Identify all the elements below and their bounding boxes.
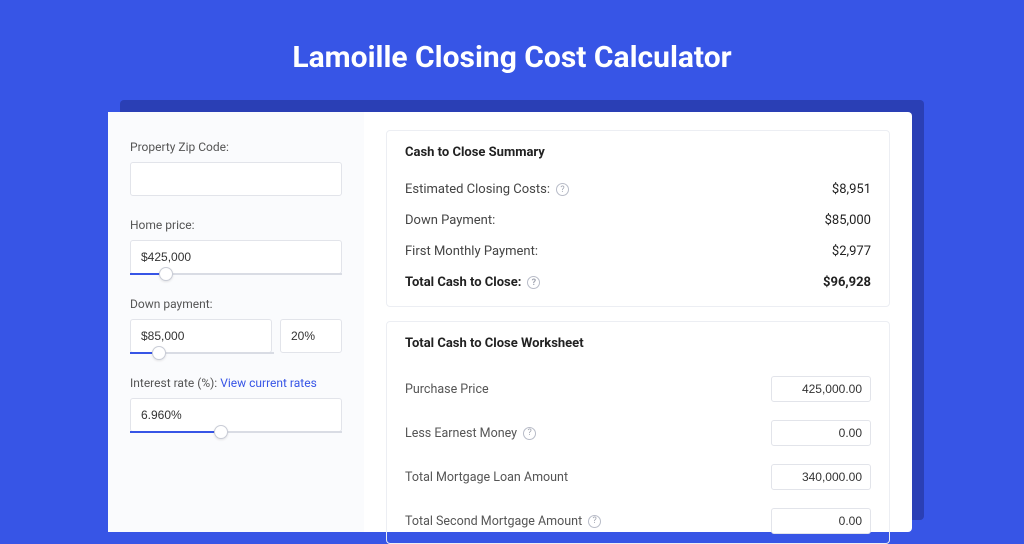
page-title: Lamoille Closing Cost Calculator [0,0,1024,99]
worksheet-title: Total Cash to Close Worksheet [405,336,871,351]
home-price-label: Home price: [130,218,342,232]
help-icon[interactable]: ? [527,276,540,289]
worksheet-row-label: Total Mortgage Loan Amount [405,470,568,485]
view-rates-link[interactable]: View current rates [220,376,317,390]
down-payment-input[interactable] [130,319,272,353]
worksheet-row-label: Total Second Mortgage Amount [405,514,582,529]
worksheet-row-label: Less Earnest Money [405,426,517,441]
help-icon[interactable]: ? [588,515,601,528]
home-price-slider-thumb[interactable] [159,267,173,281]
interest-rate-input[interactable] [130,398,342,432]
summary-title: Cash to Close Summary [405,145,871,160]
interest-rate-label: Interest rate (%): View current rates [130,376,342,390]
interest-rate-slider-thumb[interactable] [214,425,228,439]
worksheet-row-earnest-money: Less Earnest Money ? [405,411,871,455]
worksheet-row-mortgage-amount: Total Mortgage Loan Amount [405,455,871,499]
zip-field-group: Property Zip Code: [130,140,342,196]
worksheet: Total Cash to Close Worksheet Purchase P… [386,321,890,544]
down-payment-slider-thumb[interactable] [152,346,166,360]
worksheet-row-purchase-price: Purchase Price [405,367,871,411]
summary-total-label: Total Cash to Close: [405,275,521,290]
results-panel: Cash to Close Summary Estimated Closing … [364,112,912,532]
interest-rate-label-text: Interest rate (%): [130,376,217,390]
summary-total-value: $96,928 [823,275,871,290]
help-icon[interactable]: ? [556,183,569,196]
summary-row-label: Down Payment: [405,213,495,228]
home-price-field-group: Home price: [130,218,342,275]
summary-row-value: $8,951 [832,182,871,197]
summary-row-closing-costs: Estimated Closing Costs: ? $8,951 [405,174,871,205]
worksheet-value-input[interactable] [771,464,871,490]
worksheet-row-second-mortgage: Total Second Mortgage Amount ? [405,499,871,543]
calculator-card: Property Zip Code: Home price: Down paym… [108,112,912,532]
zip-label: Property Zip Code: [130,140,342,154]
cash-to-close-summary: Cash to Close Summary Estimated Closing … [386,130,890,307]
zip-input[interactable] [130,162,342,196]
inputs-panel: Property Zip Code: Home price: Down paym… [108,112,364,532]
worksheet-value-input[interactable] [771,420,871,446]
interest-rate-field-group: Interest rate (%): View current rates [130,376,342,433]
summary-row-total: Total Cash to Close: ? $96,928 [405,267,871,298]
summary-row-first-payment: First Monthly Payment: $2,977 [405,236,871,267]
down-payment-field-group: Down payment: [130,297,342,354]
summary-row-value: $2,977 [832,244,871,259]
down-payment-label: Down payment: [130,297,342,311]
down-payment-slider[interactable] [130,352,274,354]
summary-row-value: $85,000 [825,213,871,228]
summary-row-label: Estimated Closing Costs: [405,182,550,197]
worksheet-row-label: Purchase Price [405,382,489,397]
down-payment-pct-input[interactable] [280,319,342,353]
summary-row-down-payment: Down Payment: $85,000 [405,205,871,236]
help-icon[interactable]: ? [523,427,536,440]
summary-row-label: First Monthly Payment: [405,244,538,259]
interest-rate-slider[interactable] [130,431,342,433]
worksheet-value-input[interactable] [771,376,871,402]
interest-rate-slider-fill [130,431,221,433]
home-price-slider[interactable] [130,273,342,275]
